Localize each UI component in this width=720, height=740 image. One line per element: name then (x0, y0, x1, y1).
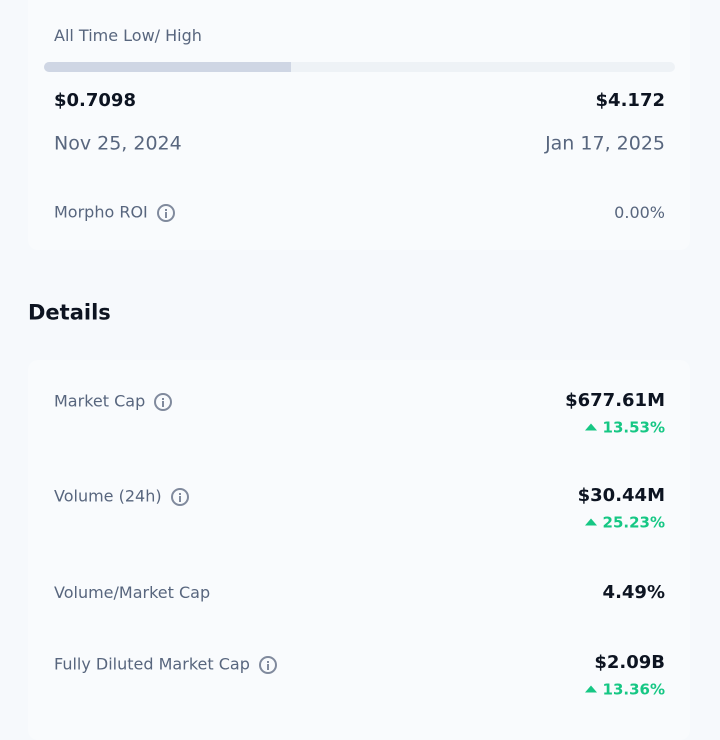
row-label: Fully Diluted Market Cap (54, 656, 277, 674)
label: Volume (24h) (54, 486, 162, 506)
roi-label: Morpho ROI (54, 202, 148, 222)
low-price: $0.7098 (54, 90, 136, 111)
range-bar (44, 62, 675, 72)
range-bar-fill (44, 62, 291, 72)
row-change: 25.23% (585, 515, 665, 531)
row-value: 4.49% (602, 582, 665, 603)
range-title: All Time Low/ High (54, 26, 202, 45)
info-icon[interactable] (154, 393, 173, 411)
info-icon[interactable] (170, 488, 189, 506)
high-price: $4.172 (595, 90, 665, 111)
info-icon[interactable] (258, 656, 277, 674)
label: Fully Diluted Market Cap (54, 654, 250, 674)
row-label: Market Cap (54, 391, 173, 411)
low-date: Nov 25, 2024 (54, 132, 182, 155)
row-label: Volume/Market Cap (54, 583, 211, 602)
row-change: 13.53% (585, 420, 665, 436)
info-icon[interactable] (156, 204, 175, 222)
high-date: Jan 17, 2025 (545, 132, 665, 155)
label: Market Cap (54, 391, 146, 411)
page: All Time Low/ High $0.7098 $4.172 Nov 25… (0, 0, 720, 723)
row-label: Volume (24h) (54, 488, 189, 506)
row-value: $2.09B (594, 652, 665, 673)
row-change: 13.36% (585, 682, 665, 698)
details-title: Details (28, 300, 111, 325)
details-card: Market Cap $677.61M 13.53% Volume (24h) … (28, 360, 690, 740)
row-value: $677.61M (565, 390, 665, 411)
row-value: $30.44M (577, 485, 665, 506)
roi-value: 0.00% (614, 203, 665, 222)
range-card: All Time Low/ High $0.7098 $4.172 Nov 25… (28, 0, 690, 250)
roi-label-row: Morpho ROI (54, 204, 175, 222)
